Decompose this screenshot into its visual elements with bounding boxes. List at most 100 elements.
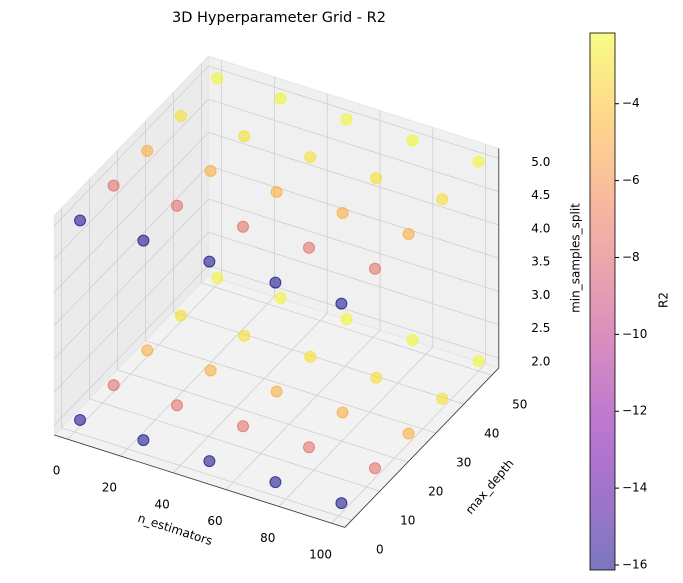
z-tick-label: 4.5 [531, 188, 550, 202]
point [211, 72, 224, 85]
colorbar-tick-label: −16 [622, 558, 647, 572]
point [238, 329, 251, 342]
point [406, 334, 419, 346]
point [141, 344, 154, 357]
point [74, 413, 87, 426]
point [304, 350, 317, 363]
grid-line [331, 363, 486, 524]
x-tick-label: 0 [53, 464, 61, 478]
point [270, 186, 283, 198]
y-tick-label: 50 [512, 398, 527, 412]
colorbar [589, 32, 616, 571]
point [303, 241, 315, 254]
grid-line [89, 398, 380, 492]
point [269, 476, 282, 489]
point [238, 130, 251, 143]
grid-line [225, 329, 381, 490]
grid-line [54, 132, 209, 293]
point [107, 179, 120, 192]
point [336, 406, 349, 419]
grid-line [208, 65, 499, 159]
axis-line [344, 367, 500, 528]
point [335, 497, 348, 510]
point [369, 462, 381, 475]
z-tick-label: 5.0 [531, 155, 550, 169]
point [436, 193, 449, 206]
y-tick-label: 20 [428, 485, 443, 499]
point [370, 172, 383, 185]
grid-line [54, 232, 209, 393]
grid-line [120, 296, 275, 457]
point [340, 113, 353, 126]
colorbar-tick-label: −14 [622, 481, 647, 495]
point [269, 276, 282, 289]
grid-line [67, 279, 222, 440]
grid-line [54, 165, 209, 326]
point [274, 292, 287, 304]
point [274, 92, 287, 105]
point [141, 144, 154, 157]
z-axis-label: min_samples_split [569, 203, 583, 313]
point [472, 155, 485, 168]
point [171, 199, 183, 212]
point [270, 385, 283, 398]
point [369, 262, 381, 275]
point [174, 110, 187, 123]
point [137, 434, 150, 447]
chart-title: 3D Hyperparameter Grid - R2 [172, 10, 386, 26]
point [237, 220, 249, 233]
point [204, 165, 217, 177]
grid-line [208, 132, 499, 226]
colorbar-tick-label: −8 [622, 250, 640, 264]
point [402, 228, 415, 240]
point [336, 207, 349, 219]
x-tick-label: 20 [102, 481, 117, 495]
point [107, 379, 120, 392]
point [340, 313, 353, 325]
grid-line [172, 313, 328, 474]
x-axis-label: n_estimators [136, 511, 214, 548]
grid-line [278, 346, 434, 507]
grid-line [173, 311, 464, 405]
grid-line [208, 198, 499, 292]
point [74, 214, 87, 227]
grid-line [54, 65, 209, 226]
point [472, 355, 485, 367]
grid-line [54, 99, 209, 260]
colorbar-tick-label: −6 [622, 173, 640, 187]
z-tick-label: 4.0 [531, 221, 550, 235]
point [303, 441, 315, 454]
z-tick-label: 2.5 [531, 321, 550, 335]
y-tick-label: 10 [400, 514, 415, 528]
y-tick-label: 30 [456, 456, 471, 470]
x-tick-label: 100 [309, 548, 332, 562]
point [203, 455, 216, 468]
grid-line [201, 282, 492, 376]
z-tick-label: 3.5 [531, 255, 550, 269]
grid-line [145, 340, 436, 434]
x-tick-label: 40 [155, 497, 170, 511]
colorbar-tick-label: −10 [622, 327, 647, 341]
z-tick-label: 3.0 [531, 288, 550, 302]
point [137, 234, 150, 247]
grid-line [117, 369, 408, 463]
point [203, 255, 216, 268]
point [436, 392, 449, 405]
grid-line [61, 427, 352, 521]
colorbar-tick-label: −4 [622, 96, 640, 110]
point [204, 364, 217, 377]
point [402, 427, 415, 440]
colorbar-label: R2 [657, 292, 671, 308]
y-tick-label: 40 [484, 427, 499, 441]
point [237, 420, 249, 433]
x-tick-label: 60 [207, 514, 222, 528]
point [211, 271, 224, 284]
y-tick-label: 0 [376, 543, 384, 557]
point [304, 151, 317, 164]
grid-line [208, 98, 499, 193]
point [174, 309, 187, 322]
axis-line [54, 434, 345, 528]
grid-line [54, 198, 209, 359]
grid-line [208, 265, 499, 359]
